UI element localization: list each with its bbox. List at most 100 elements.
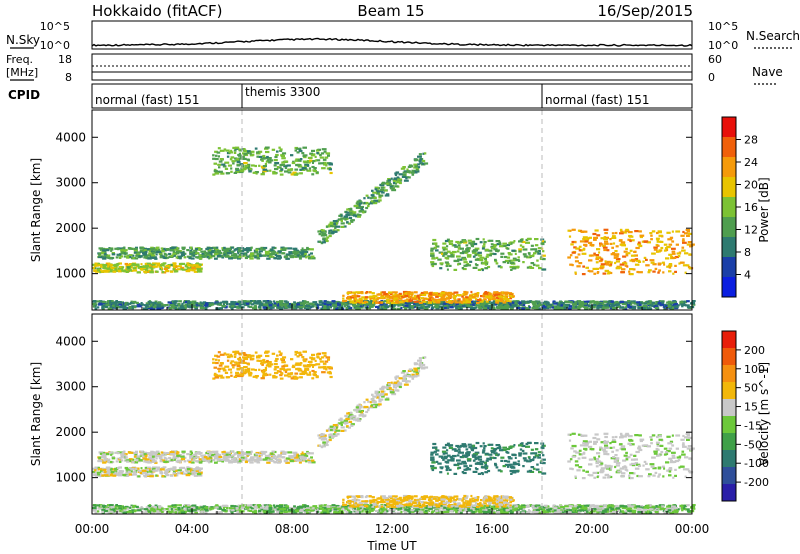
power-pixel (403, 179, 409, 182)
power-pixel (336, 302, 340, 305)
power-pixel (380, 296, 385, 299)
power-pixel (443, 302, 447, 305)
power-pixel (225, 255, 228, 258)
power-pixel (223, 148, 227, 151)
power-pixel (193, 302, 199, 305)
power-pixel (145, 269, 149, 272)
power-pixel (230, 170, 233, 173)
power-pixel (497, 295, 503, 298)
velocity-pixel (241, 510, 245, 513)
power-pixel (383, 182, 388, 185)
power-pixel (261, 248, 266, 251)
power-pixel (405, 177, 408, 180)
power-pixel (362, 211, 365, 214)
power-pixel (457, 263, 460, 266)
power-pixel (484, 267, 489, 270)
velocity-pixel (441, 504, 446, 507)
power-pixel (493, 294, 497, 297)
power-pixel (484, 295, 489, 298)
power-pixel (128, 263, 132, 266)
power-pixel (328, 234, 332, 238)
power-pixel (274, 302, 279, 305)
power-pixel (461, 250, 467, 253)
power-pixel (674, 270, 677, 273)
power-pixel (366, 300, 369, 303)
power-pixel (125, 306, 130, 309)
power-pixel (330, 225, 333, 228)
power-pixel (230, 256, 236, 259)
power-pixel (486, 253, 490, 256)
power-pixel (149, 247, 155, 251)
power-pixel (249, 152, 252, 155)
power-pixel (486, 306, 491, 310)
power-pixel (444, 256, 448, 259)
velocity-pixel (415, 508, 421, 511)
velocity-pixel (378, 509, 381, 512)
power-pixel (364, 300, 367, 303)
power-pixel (472, 251, 477, 254)
power-pixel (661, 261, 665, 264)
power-pixel (541, 268, 547, 271)
power-pixel (264, 146, 270, 149)
power-pixel (186, 262, 190, 265)
power-pixel (682, 238, 685, 241)
power-pixel (93, 269, 98, 273)
power-pixel (494, 303, 498, 306)
power-pixel (579, 240, 585, 243)
power-pixel (221, 256, 225, 259)
power-pixel (247, 163, 251, 166)
power-pixel (296, 254, 300, 257)
power-pixel (406, 170, 411, 174)
power-pixel (631, 260, 636, 263)
power-pixel (417, 307, 421, 310)
power-pixel (610, 300, 614, 303)
power-pixel (150, 304, 153, 307)
velocity-pixel (204, 511, 208, 514)
power-pixel (488, 254, 492, 257)
velocity-pixel (222, 504, 228, 507)
power-pixel (354, 303, 357, 306)
power-pixel (478, 304, 483, 307)
velocity-pixel (366, 506, 370, 509)
power-pixel (336, 229, 340, 232)
power-pixel (158, 253, 163, 256)
velocity-pixel (237, 509, 242, 512)
power-pixel (369, 302, 373, 305)
power-pixel (446, 306, 450, 309)
power-pixel (326, 167, 330, 170)
power-pixel (604, 242, 609, 245)
power-pixel (149, 266, 153, 269)
power-pixel (155, 253, 158, 256)
power-pixel (584, 238, 589, 241)
power-pixel (512, 304, 517, 307)
power-pixel (375, 192, 379, 195)
power-pixel (308, 257, 311, 260)
power-pixel (461, 267, 465, 270)
power-pixel (429, 292, 433, 295)
power-pixel (679, 261, 685, 264)
power-pixel (508, 292, 513, 295)
velocity-pixel (403, 506, 407, 509)
power-pixel (656, 244, 660, 247)
power-pixel (188, 257, 192, 260)
velocity-pixel (163, 508, 166, 511)
power-pixel (621, 303, 627, 306)
power-pixel (462, 301, 468, 304)
power-pixel (151, 303, 155, 306)
power-pixel (110, 249, 113, 252)
power-pixel (128, 247, 134, 250)
velocity-pixel (515, 509, 520, 512)
power-pixel (250, 246, 253, 249)
power-pixel (94, 302, 97, 305)
velocity-pixel (414, 506, 419, 509)
header-center: Beam 15 (357, 2, 424, 20)
power-pixel (453, 294, 458, 298)
velocity-pixel (676, 508, 680, 511)
power-pixel (537, 252, 542, 255)
power-pixel (671, 247, 676, 250)
power-pixel (92, 305, 96, 308)
power-pixel (571, 240, 577, 244)
power-pixel (439, 267, 443, 270)
power-pixel (551, 306, 554, 309)
velocity-pixel (303, 504, 307, 507)
